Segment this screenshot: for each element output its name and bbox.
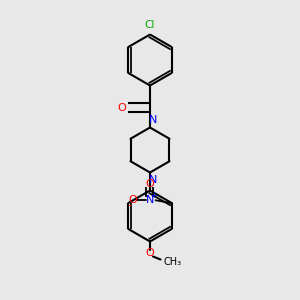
Text: CH₃: CH₃ [164, 257, 181, 268]
Text: N: N [149, 175, 157, 185]
Text: O: O [146, 248, 154, 259]
Text: Cl: Cl [145, 20, 155, 30]
Text: +: + [150, 191, 157, 200]
Text: O: O [129, 195, 137, 205]
Text: O: O [118, 103, 127, 113]
Text: N: N [149, 115, 157, 125]
Text: -: - [127, 200, 130, 210]
Text: N: N [146, 195, 154, 205]
Text: O: O [145, 179, 154, 189]
